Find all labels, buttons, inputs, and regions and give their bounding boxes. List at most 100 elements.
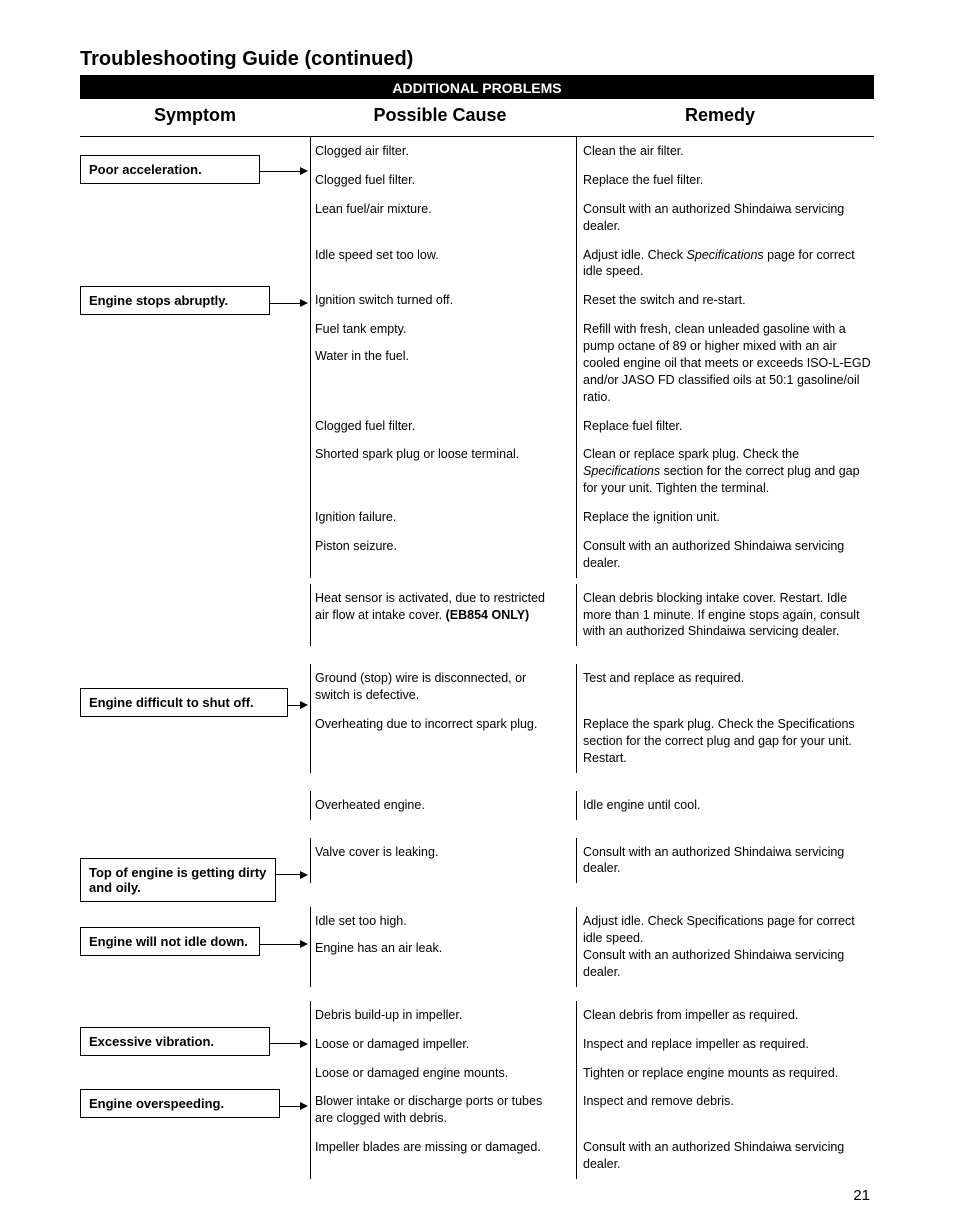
- cause-remedy-rows: Blower intake or discharge ports or tube…: [310, 1087, 876, 1179]
- section-bar: ADDITIONAL PROBLEMS: [80, 75, 874, 99]
- cause-cell: Overheated engine.: [310, 791, 570, 820]
- symptom-group: Engine stops abruptly. Ignition switch tu…: [80, 286, 874, 646]
- arrow-icon: [276, 871, 308, 879]
- cause-cell: Shorted spark plug or loose terminal.: [310, 440, 570, 503]
- remedy-cell: Clean debris from impeller as required.: [576, 1001, 876, 1030]
- symptom-column: Engine overspeeding.: [80, 1087, 310, 1179]
- cause-cell: Blower intake or discharge ports or tube…: [310, 1087, 570, 1133]
- cause-remedy-rows: Idle set too high.Engine has an air leak…: [310, 907, 876, 987]
- symptom-group: Poor acceleration.Clogged air filter.Cle…: [80, 137, 874, 286]
- cause-cell: Heat sensor is activated, due to restric…: [310, 584, 570, 647]
- cause-remedy-rows: Debris build-up in impeller.Clean debris…: [310, 1001, 876, 1088]
- symptom-column: Excessive vibration.: [80, 1001, 310, 1088]
- header-symptom: Symptom: [80, 105, 310, 126]
- symptom-box: Excessive vibration.: [80, 1027, 270, 1056]
- table-row: Clogged fuel filter.Replace fuel filter.: [310, 412, 876, 441]
- table-row: Blower intake or discharge ports or tube…: [310, 1087, 876, 1133]
- cause-cell: Ignition switch turned off.: [310, 286, 570, 315]
- symptom-group: Engine will not idle down. Idle set too h…: [80, 893, 874, 987]
- cause-cell: Piston seizure.: [310, 532, 570, 578]
- symptom-column: Engine will not idle down.: [80, 907, 310, 987]
- symptom-group: Engine overspeeding. Blower intake or dis…: [80, 1087, 874, 1179]
- header-cause: Possible Cause: [310, 105, 570, 126]
- page-number: 21: [80, 1187, 874, 1204]
- arrow-icon: [260, 167, 308, 175]
- table-row: Heat sensor is activated, due to restric…: [310, 578, 876, 647]
- remedy-cell: Test and replace as required.: [576, 664, 876, 710]
- cause-cell: Fuel tank empty.Water in the fuel.: [310, 315, 570, 411]
- remedy-cell: Clean or replace spark plug. Check the S…: [576, 440, 876, 503]
- symptom-box: Engine difficult to shut off.: [80, 688, 288, 717]
- cause-cell: Idle speed set too low.: [310, 241, 570, 287]
- remedy-cell: Consult with an authorized Shindaiwa ser…: [576, 532, 876, 578]
- symptom-box: Engine overspeeding.: [80, 1089, 280, 1118]
- remedy-cell: Tighten or replace engine mounts as requ…: [576, 1059, 876, 1088]
- remedy-cell: Consult with an authorized Shindaiwa ser…: [576, 195, 876, 241]
- remedy-cell: Replace the ignition unit.: [576, 503, 876, 532]
- arrow-icon: [260, 940, 308, 948]
- table-row: Debris build-up in impeller.Clean debris…: [310, 1001, 876, 1030]
- arrow-icon: [270, 299, 308, 307]
- cause-remedy-rows: Clogged air filter.Clean the air filter.…: [310, 137, 876, 286]
- remedy-cell: Clean debris blocking intake cover. Rest…: [576, 584, 876, 647]
- symptom-box: Engine will not idle down.: [80, 927, 260, 956]
- symptom-column: Poor acceleration.: [80, 137, 310, 286]
- cause-cell: Impeller blades are missing or damaged.: [310, 1133, 570, 1179]
- table-row: Ignition switch turned off.Reset the swi…: [310, 286, 876, 315]
- remedy-cell: Clean the air filter.: [576, 137, 876, 166]
- cause-remedy-rows: Ignition switch turned off.Reset the swi…: [310, 286, 876, 646]
- cause-cell: Clogged fuel filter.: [310, 166, 570, 195]
- symptom-column: Engine difficult to shut off.: [80, 664, 310, 819]
- cause-cell: Valve cover is leaking.: [310, 838, 570, 884]
- remedy-cell: Replace the spark plug. Check the Specif…: [576, 710, 876, 773]
- cause-cell: Clogged fuel filter.: [310, 412, 570, 441]
- table-row: Overheating due to incorrect spark plug.…: [310, 710, 876, 791]
- table-row: Shorted spark plug or loose terminal.Cle…: [310, 440, 876, 503]
- symptom-group: Top of engine is getting dirty and oily.…: [80, 820, 874, 894]
- cause-cell: Debris build-up in impeller.: [310, 1001, 570, 1030]
- table-row: Impeller blades are missing or damaged.C…: [310, 1133, 876, 1179]
- table-row: Fuel tank empty.Water in the fuel.Refill…: [310, 315, 876, 411]
- table-row: Valve cover is leaking.Consult with an a…: [310, 838, 876, 894]
- table-row: Clogged fuel filter.Replace the fuel fil…: [310, 166, 876, 195]
- symptom-column: Engine stops abruptly.: [80, 286, 310, 646]
- cause-cell: Lean fuel/air mixture.: [310, 195, 570, 241]
- remedy-cell: Consult with an authorized Shindaiwa ser…: [576, 1133, 876, 1179]
- arrow-icon: [280, 1102, 308, 1110]
- symptom-group: Engine difficult to shut off. Ground (sto…: [80, 646, 874, 819]
- troubleshooting-table: Poor acceleration.Clogged air filter.Cle…: [80, 137, 874, 1179]
- arrow-icon: [270, 1040, 308, 1048]
- remedy-cell: Reset the switch and re-start.: [576, 286, 876, 315]
- header-remedy: Remedy: [570, 105, 870, 126]
- remedy-cell: Consult with an authorized Shindaiwa ser…: [576, 838, 876, 884]
- symptom-column: Top of engine is getting dirty and oily.: [80, 838, 310, 894]
- cause-cell: Overheating due to incorrect spark plug.: [310, 710, 570, 773]
- table-row: Ignition failure.Replace the ignition un…: [310, 503, 876, 532]
- remedy-cell: Inspect and remove debris.: [576, 1087, 876, 1133]
- remedy-cell: Adjust idle. Check Specifications page f…: [576, 907, 876, 987]
- cause-cell: Ground (stop) wire is disconnected, or s…: [310, 664, 570, 710]
- arrow-icon: [288, 701, 308, 709]
- remedy-cell: Adjust idle. Check Specifications page f…: [576, 241, 876, 287]
- table-row: Loose or damaged engine mounts.Tighten o…: [310, 1059, 876, 1088]
- cause-cell: Loose or damaged engine mounts.: [310, 1059, 570, 1088]
- remedy-cell: Replace fuel filter.: [576, 412, 876, 441]
- table-row: Piston seizure.Consult with an authorize…: [310, 532, 876, 578]
- remedy-cell: Idle engine until cool.: [576, 791, 876, 820]
- page-title: Troubleshooting Guide (continued): [80, 48, 874, 71]
- remedy-cell: Replace the fuel filter.: [576, 166, 876, 195]
- cause-cell: Idle set too high.Engine has an air leak…: [310, 907, 570, 987]
- title-main: Troubleshooting Guide: [80, 48, 299, 70]
- remedy-cell: Refill with fresh, clean unleaded gasoli…: [576, 315, 876, 411]
- table-row: Idle set too high.Engine has an air leak…: [310, 907, 876, 987]
- symptom-box: Engine stops abruptly.: [80, 286, 270, 315]
- cause-cell: Loose or damaged impeller.: [310, 1030, 570, 1059]
- column-headers: Symptom Possible Cause Remedy: [80, 99, 874, 137]
- remedy-cell: Inspect and replace impeller as required…: [576, 1030, 876, 1059]
- table-row: Ground (stop) wire is disconnected, or s…: [310, 664, 876, 710]
- table-row: Overheated engine.Idle engine until cool…: [310, 791, 876, 820]
- table-row: Clogged air filter.Clean the air filter.: [310, 137, 876, 166]
- cause-cell: Ignition failure.: [310, 503, 570, 532]
- cause-cell: Clogged air filter.: [310, 137, 570, 166]
- table-row: Idle speed set too low.Adjust idle. Chec…: [310, 241, 876, 287]
